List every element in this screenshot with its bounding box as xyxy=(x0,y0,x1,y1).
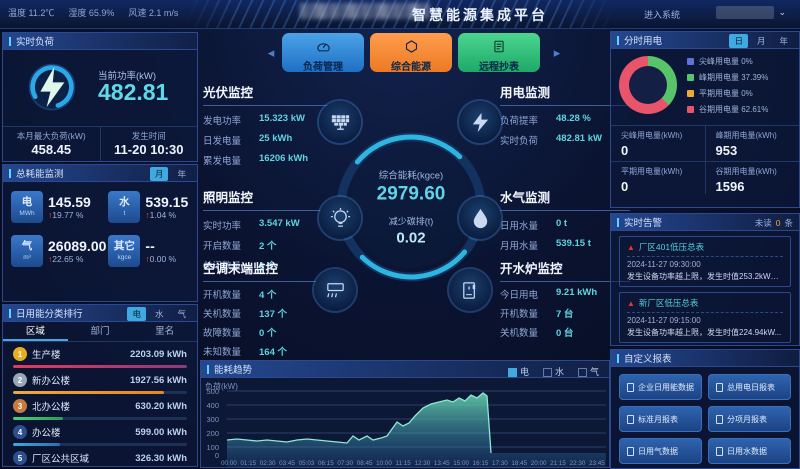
svg-text:300: 300 xyxy=(206,415,219,424)
svg-text:200: 200 xyxy=(206,429,219,438)
svg-text:400: 400 xyxy=(206,401,219,410)
svg-text:500: 500 xyxy=(206,387,219,396)
svg-text:0: 0 xyxy=(215,451,219,460)
